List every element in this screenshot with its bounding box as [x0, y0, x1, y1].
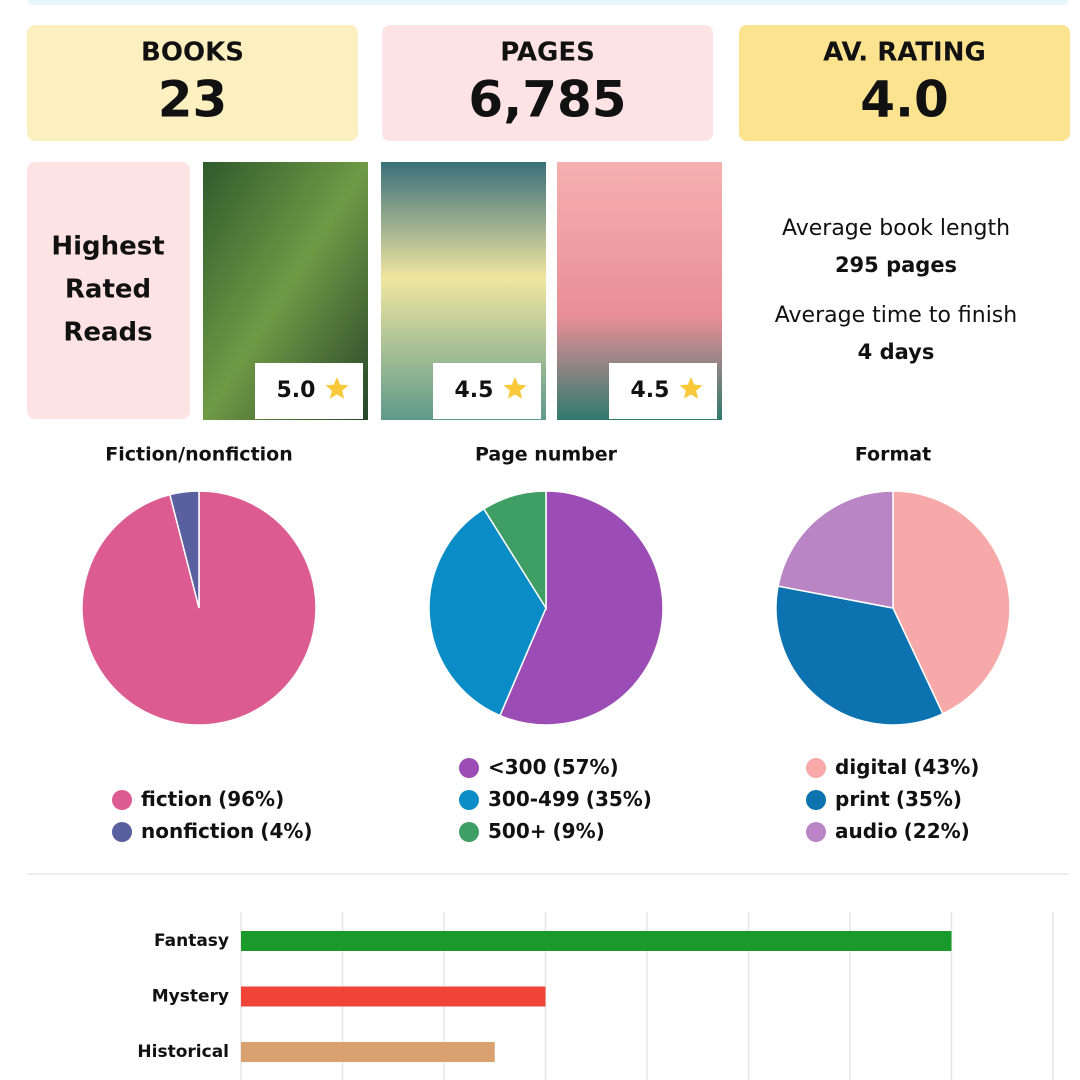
- legend-value: (35%): [896, 787, 962, 811]
- rating-badge: [255, 363, 363, 419]
- legend-swatch: [806, 822, 826, 842]
- pie-slice: [482, 490, 547, 611]
- star-icon: [503, 377, 527, 399]
- stat-card: [382, 25, 713, 141]
- legend-label: digital: [835, 755, 907, 779]
- bar: [241, 1042, 495, 1062]
- y-tick-label: Fantasy: [154, 931, 229, 951]
- y-tick-label: Mystery: [152, 987, 229, 1007]
- legend-value: (96%): [218, 787, 284, 811]
- legend-swatch: [459, 822, 479, 842]
- bar: [241, 986, 546, 1007]
- legend-entry: fiction (96%): [141, 787, 284, 811]
- star-icon: [679, 377, 703, 399]
- pie-slice: [168, 490, 200, 609]
- legend-value: (22%): [904, 819, 970, 843]
- stat-label: BOOKS: [141, 38, 244, 68]
- legend-entry: digital (43%): [835, 755, 979, 779]
- average-label: Average time to finish: [775, 303, 1017, 328]
- legend-swatch: [459, 790, 479, 810]
- legend-label: 300-499: [488, 787, 580, 811]
- chart-title: Fiction/nonfiction: [105, 444, 293, 466]
- book-rating: 4.5: [455, 378, 494, 403]
- rating-badge: [609, 363, 717, 419]
- legend-label: fiction: [141, 787, 212, 811]
- legend-swatch: [459, 758, 479, 778]
- bar: [241, 931, 952, 951]
- chart-title: Format: [855, 444, 931, 466]
- legend-entry: audio (22%): [835, 819, 970, 843]
- chart-title: Page number: [475, 444, 618, 466]
- legend-value: (43%): [913, 755, 979, 779]
- top-strip: [27, 0, 1069, 5]
- stat-label: AV. RATING: [823, 38, 986, 68]
- legend-entry: 300-499 (35%): [488, 787, 652, 811]
- legend-value: (35%): [586, 787, 652, 811]
- highest-rated-card: [27, 162, 190, 419]
- average-value: 4 days: [858, 340, 935, 364]
- legend-entry: 500+ (9%): [488, 819, 605, 843]
- legend-swatch: [112, 790, 132, 810]
- highest-rated-title: Highest: [51, 232, 164, 262]
- book-rating: 5.0: [277, 378, 316, 403]
- pie-slice: [777, 490, 894, 609]
- stat-value: 4.0: [860, 71, 949, 129]
- legend-label: audio: [835, 819, 898, 843]
- pie-slice: [775, 585, 944, 726]
- legend-value: (4%): [260, 819, 312, 843]
- book-rating: 4.5: [631, 378, 670, 403]
- legend-entry: <300 (57%): [488, 755, 619, 779]
- star-icon: [325, 377, 349, 399]
- legend-entry: nonfiction (4%): [141, 819, 313, 843]
- average-label: Average book length: [782, 216, 1010, 241]
- stat-value: 23: [158, 71, 228, 129]
- pie-slice: [428, 507, 547, 717]
- highest-rated-title: Rated: [65, 275, 151, 305]
- stat-card: [739, 25, 1070, 141]
- legend-label: 500+: [488, 819, 547, 843]
- rating-badge: [433, 363, 541, 419]
- pie-slice: [892, 490, 1011, 715]
- highest-rated-title: Reads: [63, 318, 152, 348]
- legend-value: (57%): [553, 755, 619, 779]
- legend-label: <300: [488, 755, 547, 779]
- legend-value: (9%): [553, 819, 605, 843]
- legend-label: print: [835, 787, 890, 811]
- pie-slice: [498, 490, 664, 726]
- stat-value: 6,785: [468, 71, 626, 129]
- legend-label: nonfiction: [141, 819, 254, 843]
- legend-swatch: [112, 822, 132, 842]
- legend-swatch: [806, 790, 826, 810]
- stat-card: [27, 25, 358, 141]
- legend-swatch: [806, 758, 826, 778]
- stat-label: PAGES: [500, 38, 595, 68]
- average-value: 295 pages: [835, 253, 957, 277]
- legend-entry: print (35%): [835, 787, 962, 811]
- y-tick-label: Historical: [137, 1042, 229, 1062]
